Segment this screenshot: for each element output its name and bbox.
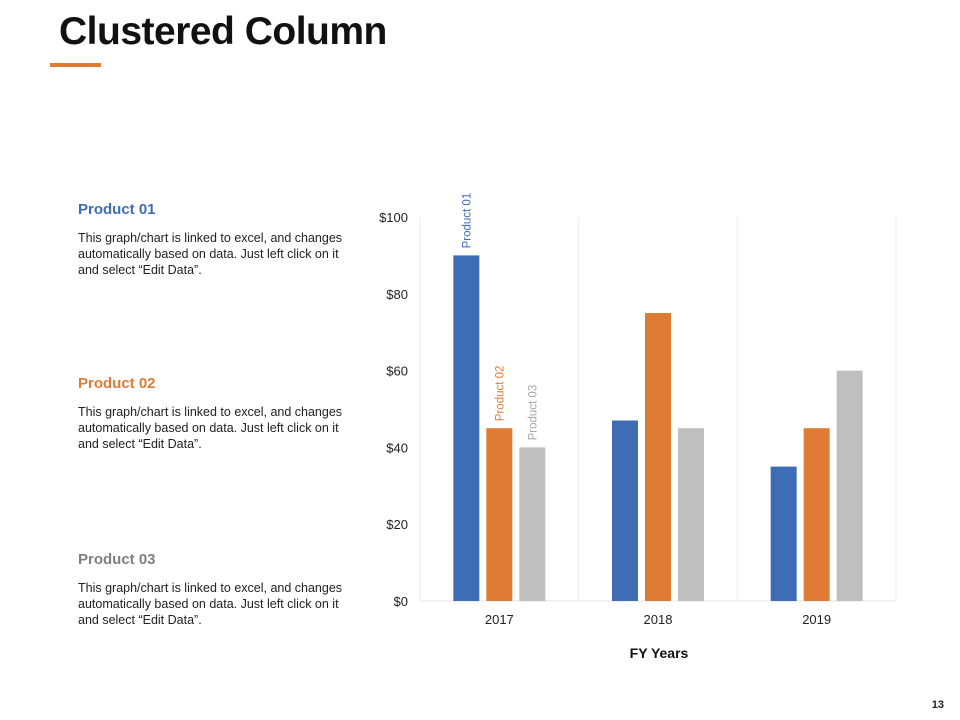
page-number: 13 bbox=[931, 699, 944, 711]
product-03-text: This graph/chart is linked to excel, and… bbox=[78, 581, 343, 627]
bar-product-01-2018[interactable] bbox=[612, 420, 638, 601]
product-02-description: Product 02 This graph/chart is linked to… bbox=[78, 375, 348, 452]
y-tick-label: $60 bbox=[386, 364, 408, 379]
series-label-product-02: Product 02 bbox=[494, 366, 506, 422]
y-tick-label: $80 bbox=[386, 287, 408, 302]
product-01-heading: Product 01 bbox=[78, 201, 156, 218]
y-tick-label: $40 bbox=[386, 440, 408, 455]
bar-product-03-2018[interactable] bbox=[678, 428, 704, 601]
product-03-description: Product 03 This graph/chart is linked to… bbox=[78, 551, 348, 628]
y-tick-label: $0 bbox=[394, 594, 408, 609]
bar-product-02-2019[interactable] bbox=[803, 428, 830, 601]
product-03-heading: Product 03 bbox=[78, 551, 156, 568]
product-02-heading: Product 02 bbox=[78, 375, 156, 392]
title-accent-bar bbox=[50, 63, 101, 67]
x-tick-label: 2017 bbox=[485, 612, 514, 627]
bar-product-01-2017[interactable] bbox=[453, 255, 480, 601]
product-01-text: This graph/chart is linked to excel, and… bbox=[78, 231, 343, 277]
bar-product-02-2018[interactable] bbox=[645, 313, 671, 601]
bar-product-03-2017[interactable] bbox=[519, 447, 546, 601]
x-axis-title: FY Years bbox=[630, 645, 689, 661]
x-tick-label: 2018 bbox=[644, 612, 673, 627]
bar-product-01-2019[interactable] bbox=[770, 466, 797, 601]
series-label-product-01: Product 01 bbox=[461, 193, 473, 249]
bar-product-02-2017[interactable] bbox=[486, 428, 513, 601]
bar-product-03-2019[interactable] bbox=[836, 370, 863, 601]
product-02-text: This graph/chart is linked to excel, and… bbox=[78, 405, 343, 451]
product-01-description: Product 01 This graph/chart is linked to… bbox=[78, 201, 348, 278]
slide-title: Clustered Column bbox=[59, 10, 387, 53]
x-tick-label: 2019 bbox=[802, 612, 831, 627]
y-tick-label: $100 bbox=[379, 210, 408, 225]
y-tick-label: $20 bbox=[386, 517, 408, 532]
series-label-product-03: Product 03 bbox=[527, 385, 539, 441]
